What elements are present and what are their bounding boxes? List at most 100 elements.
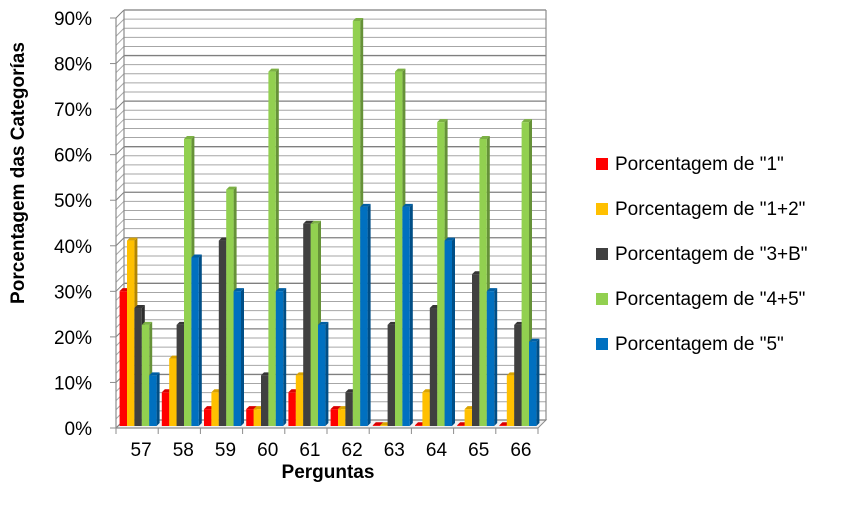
bar-top (479, 136, 490, 139)
bar (338, 409, 346, 426)
bar (295, 375, 304, 426)
bar (226, 189, 234, 426)
bar-side (325, 321, 329, 426)
y-tick-label: 10% (54, 373, 92, 394)
side-wall-gridline (115, 264, 125, 274)
bar-top (149, 372, 160, 376)
legend-swatch (596, 248, 608, 260)
bar (119, 291, 127, 426)
bar (310, 223, 318, 426)
bar (444, 240, 452, 426)
y-axis-title: Porcentagem das Categorías (8, 42, 29, 304)
y-tick-label: 40% (54, 237, 92, 258)
bar (169, 358, 177, 426)
side-wall-gridline (115, 91, 125, 101)
bar-top (372, 422, 384, 426)
side-wall-gridline (115, 36, 125, 46)
legend-label: Porcentagem de "1+2" (615, 199, 805, 220)
bar (415, 425, 423, 426)
bar-top (360, 203, 371, 207)
bar-top (233, 288, 244, 292)
bar-side (283, 288, 287, 426)
bar-side (198, 254, 202, 426)
legend-label: Porcentagem de "1" (615, 154, 784, 175)
bar-top (352, 18, 364, 22)
bar (514, 324, 522, 426)
bar (422, 392, 430, 426)
side-wall-gridline (115, 200, 125, 210)
side-wall-gridline (115, 46, 125, 55)
side-wall-gridline (115, 128, 125, 137)
side-wall-gridline (115, 237, 125, 247)
legend-label: Porcentagem de "3+B" (615, 244, 808, 265)
bar (345, 392, 353, 426)
bar (246, 409, 254, 426)
bar-top (437, 119, 448, 123)
side-wall-gridline (115, 282, 125, 292)
bar (288, 392, 296, 426)
x-tick-label: 66 (510, 440, 531, 461)
bar (360, 206, 368, 426)
bar-top (184, 136, 195, 139)
x-axis-title: Perguntas (282, 462, 375, 483)
bar (352, 21, 361, 427)
legend-swatch (596, 338, 608, 350)
bar (529, 341, 537, 426)
y-tick-label: 0% (65, 419, 93, 440)
bar-side (367, 203, 371, 426)
bar (184, 139, 192, 426)
bar (268, 71, 276, 427)
bar (204, 409, 212, 426)
side-wall-gridline (115, 27, 125, 37)
side-wall-gridline (115, 118, 125, 128)
side-wall-gridline (115, 155, 125, 165)
y-tick-label: 80% (54, 55, 92, 76)
x-tick-labels: 57 58 59 60 61 62 63 64 65 66 (131, 440, 532, 461)
bar (161, 392, 170, 426)
bar (479, 139, 487, 426)
bar (127, 240, 135, 426)
bar (261, 375, 269, 426)
bar-top (303, 220, 314, 224)
side-wall-gridline (115, 109, 125, 119)
bar-top (127, 237, 138, 241)
side-wall-gridline (115, 273, 125, 283)
side-wall-gridline (115, 55, 125, 64)
side-wall-gridline (115, 210, 125, 219)
bar (486, 291, 495, 426)
bar-side (536, 338, 540, 426)
bar (253, 409, 261, 426)
bar-top (246, 406, 257, 410)
side-wall-gridline (115, 228, 125, 238)
bar (176, 324, 184, 426)
bar (395, 71, 403, 427)
bar (437, 122, 445, 427)
bar (402, 206, 410, 426)
bar-side (452, 237, 455, 426)
bar (218, 240, 227, 426)
bar (318, 324, 326, 426)
side-wall-gridline (115, 246, 125, 256)
side-wall-gridline (115, 73, 125, 83)
bar-top (395, 68, 406, 72)
bar (141, 324, 150, 426)
side-wall-gridline (115, 255, 125, 265)
x-tick-label: 65 (468, 440, 489, 461)
x-tick-label: 59 (215, 440, 236, 461)
x-tick-label: 58 (173, 440, 194, 461)
bar-top (226, 186, 237, 190)
bars (119, 18, 540, 427)
bar-top (330, 406, 341, 410)
bar (233, 291, 241, 426)
bar (211, 392, 219, 426)
legend-label: Porcentagem de "5" (615, 334, 784, 355)
y-tick-label: 90% (54, 9, 92, 30)
bar (499, 425, 507, 426)
y-tick-label: 70% (54, 100, 92, 121)
bar (275, 291, 284, 426)
legend-swatch (596, 203, 608, 215)
legend-label: Porcentagem de "4+5" (615, 289, 805, 310)
bar-top (191, 254, 202, 258)
x-tick-label: 60 (257, 440, 278, 461)
